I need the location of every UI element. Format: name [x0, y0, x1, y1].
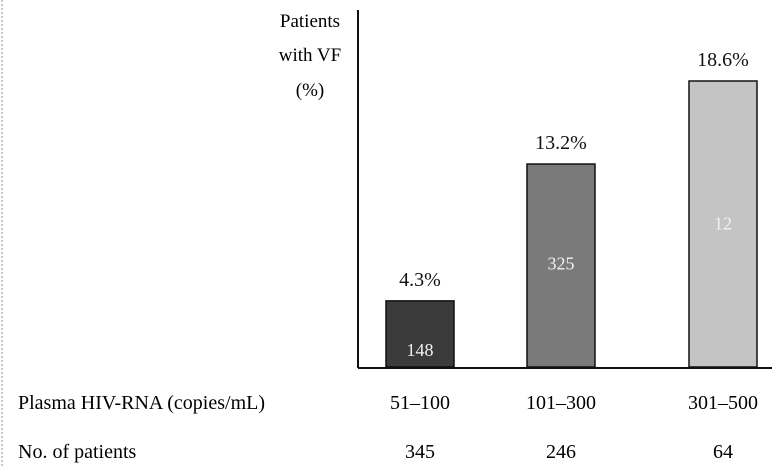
- y-axis-title-line-3: (%): [296, 80, 324, 101]
- x-tick-label-2: 101–300: [526, 392, 596, 414]
- bars-group: 4.3% 148 13.2% 325 18.6% 12: [385, 49, 758, 368]
- patients-count-1: 345: [405, 441, 435, 463]
- x-tick-label-1: 51–100: [390, 392, 450, 414]
- bar-value-label-3: 18.6%: [697, 49, 749, 71]
- y-axis-title: Patients with VF (%): [279, 11, 341, 101]
- bar-inner-label-3: 12: [714, 214, 732, 234]
- left-edge-border: [1, 0, 3, 467]
- bar-inner-label-1: 148: [407, 340, 434, 360]
- bar-3: [688, 80, 758, 368]
- y-axis-title-line-1: Patients: [280, 11, 340, 32]
- patients-row-label: No. of patients: [18, 441, 137, 463]
- x-axis-title: Plasma HIV-RNA (copies/mL): [18, 392, 265, 414]
- patients-row: 345 246 64: [405, 441, 733, 463]
- y-axis-title-line-2: with VF: [279, 45, 341, 66]
- patients-count-2: 246: [546, 441, 576, 463]
- bar-1: [385, 300, 455, 368]
- x-tick-label-3: 301–500: [688, 392, 758, 414]
- x-tick-labels: 51–100 101–300 301–500: [390, 392, 758, 414]
- bar-inner-label-2: 325: [548, 254, 575, 274]
- bar-2: [526, 163, 596, 368]
- bar-value-label-2: 13.2%: [535, 132, 587, 154]
- bar-value-label-1: 4.3%: [399, 269, 441, 291]
- patients-count-3: 64: [713, 441, 733, 463]
